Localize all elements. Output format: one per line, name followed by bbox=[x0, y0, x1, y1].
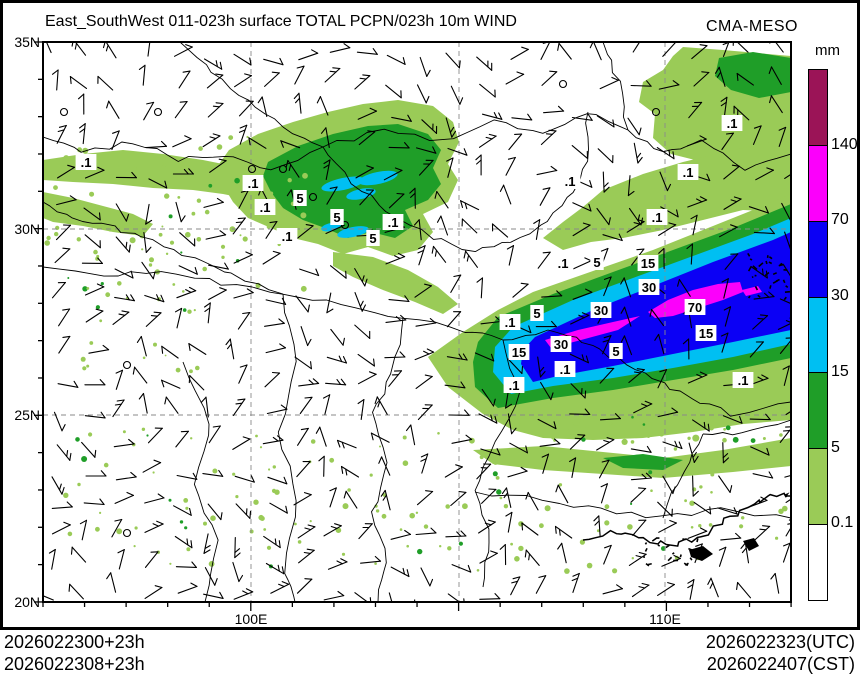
contour-label-box bbox=[366, 230, 380, 246]
contour-label-box bbox=[609, 343, 623, 359]
contour-label-box bbox=[684, 299, 706, 315]
contour-label: 30 bbox=[642, 280, 656, 295]
contour-label-box bbox=[330, 209, 344, 225]
contour-label-box bbox=[254, 199, 276, 215]
footer-run-times: 2026022300+23h 2026022308+23h bbox=[4, 631, 145, 675]
lat-label-35N: 35N bbox=[14, 34, 40, 50]
colorbar-segment-2 bbox=[809, 221, 827, 298]
contour-label: 5 bbox=[333, 210, 340, 225]
contour-label: 15 bbox=[512, 345, 526, 360]
valid-line-2: 2026022407(CST) bbox=[706, 654, 855, 674]
contour-label-box bbox=[75, 154, 97, 170]
contour-label-box bbox=[276, 228, 298, 244]
colorbar bbox=[808, 69, 828, 601]
contour-label-box bbox=[721, 115, 743, 131]
contour-label-box bbox=[646, 209, 668, 225]
lon-label-110E: 110E bbox=[649, 611, 681, 627]
contour-label-box bbox=[242, 175, 264, 191]
contour-label: 5 bbox=[593, 255, 600, 270]
contour-label-box bbox=[590, 254, 604, 270]
contour-label-box bbox=[503, 377, 525, 393]
contour-label: 5 bbox=[612, 344, 619, 359]
axis-ticks bbox=[34, 41, 792, 611]
contour-label: .1 bbox=[738, 373, 749, 388]
contour-label: .1 bbox=[248, 176, 259, 191]
contour-label: .1 bbox=[727, 116, 738, 131]
lat-label-30N: 30N bbox=[14, 221, 40, 237]
contour-label-box bbox=[530, 305, 544, 321]
contour-label: 5 bbox=[296, 191, 303, 206]
contour-label: .1 bbox=[505, 315, 516, 330]
colorbar-segment-3 bbox=[809, 297, 827, 374]
contour-label: .1 bbox=[282, 229, 293, 244]
colorbar-label-5: 5 bbox=[831, 438, 840, 456]
model-name: CMA-MESO bbox=[706, 18, 798, 35]
contour-label: .1 bbox=[683, 165, 694, 180]
colorbar-label-0.1: 0.1 bbox=[831, 514, 854, 532]
lat-label-25N: 25N bbox=[14, 407, 40, 423]
contour-label: .1 bbox=[652, 210, 663, 225]
contour-label: .1 bbox=[565, 174, 576, 189]
contour-label: 15 bbox=[641, 256, 655, 271]
contour-label-box bbox=[554, 361, 576, 377]
contour-label-box bbox=[293, 190, 307, 206]
colorbar-label-140: 140 bbox=[831, 135, 858, 153]
contour-label: 30 bbox=[554, 337, 568, 352]
colorbar-segment-1 bbox=[809, 145, 827, 222]
contour-label: .1 bbox=[81, 155, 92, 170]
contour-label: 15 bbox=[699, 326, 713, 341]
contour-label-box bbox=[637, 255, 659, 271]
contour-label: .1 bbox=[388, 215, 399, 230]
contour-label: 30 bbox=[594, 303, 608, 318]
coastline bbox=[582, 252, 791, 567]
contour-label: 70 bbox=[688, 300, 702, 315]
contour-label: .1 bbox=[558, 256, 569, 271]
colorbar-label-30: 30 bbox=[831, 287, 849, 305]
contour-label-box bbox=[677, 164, 699, 180]
run-line-1: 2026022300+23h bbox=[4, 632, 145, 652]
contour-label-box bbox=[550, 336, 572, 352]
colorbar-label-15: 15 bbox=[831, 362, 849, 380]
colorbar-segment-4 bbox=[809, 373, 827, 450]
valid-line-1: 2026022323(UTC) bbox=[705, 632, 855, 652]
colorbar-segment-6 bbox=[809, 525, 827, 601]
contour-label-box bbox=[695, 325, 717, 341]
wind-barbs-layer bbox=[43, 42, 791, 602]
colorbar-label-70: 70 bbox=[831, 211, 849, 229]
colorbar-segment-0 bbox=[809, 70, 827, 146]
contour-label: 5 bbox=[533, 306, 540, 321]
contour-label: .1 bbox=[560, 362, 571, 377]
contour-label-box bbox=[590, 302, 612, 318]
contour-label: .1 bbox=[509, 378, 520, 393]
lat-label-20N: 20N bbox=[14, 594, 40, 610]
contour-label: 5 bbox=[369, 231, 376, 246]
run-line-2: 2026022308+23h bbox=[4, 654, 145, 674]
colorbar-segment-5 bbox=[809, 449, 827, 526]
contour-label-box bbox=[508, 344, 530, 360]
precip-speckles bbox=[44, 135, 788, 574]
lon-label-100E: 100E bbox=[234, 611, 268, 627]
contour-label-box bbox=[499, 314, 521, 330]
footer-valid-times: 2026022323(UTC) 2026022407(CST) bbox=[706, 631, 855, 675]
contour-label-box bbox=[638, 279, 660, 295]
colorbar-unit: mm bbox=[815, 42, 840, 59]
contour-label-box bbox=[552, 255, 574, 271]
chart-title: East_SouthWest 011-023h surface TOTAL PC… bbox=[45, 13, 517, 30]
contour-label-box bbox=[732, 372, 754, 388]
calm-circles bbox=[59, 79, 661, 538]
contour-label: .1 bbox=[260, 200, 271, 215]
contour-label-box bbox=[382, 214, 404, 230]
contour-label-box bbox=[559, 173, 581, 189]
